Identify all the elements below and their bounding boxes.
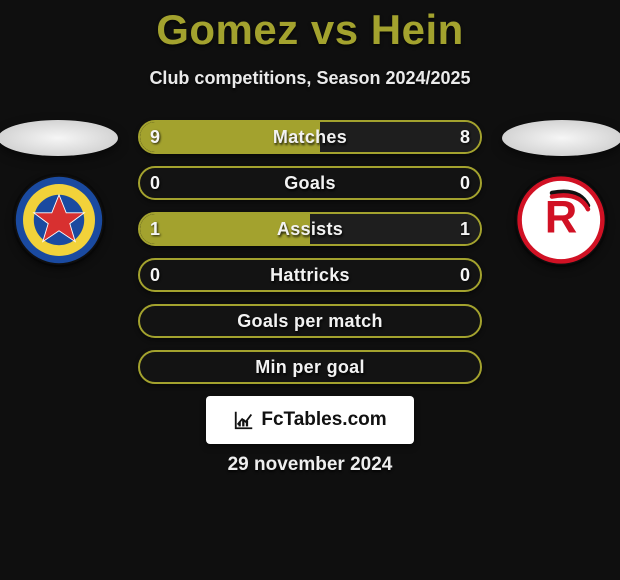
stat-label: Goals per match (140, 306, 480, 336)
stat-label: Goals (140, 168, 480, 198)
stat-row: Goals per match (138, 304, 482, 338)
brand-text: FcTables.com (261, 409, 386, 431)
stat-row: 00Goals (138, 166, 482, 200)
player-left-head-placeholder (0, 120, 118, 156)
stat-label: Min per goal (140, 352, 480, 382)
stat-label: Hattricks (140, 260, 480, 290)
svg-text:R: R (545, 192, 578, 243)
stats-container: 98Matches 00Goals 11Assists 00Hattricks Goal… (138, 120, 482, 396)
date-text: 29 november 2024 (0, 454, 620, 476)
brand-badge: FcTables.com (206, 396, 414, 444)
chart-icon (233, 409, 255, 431)
stat-label: Assists (140, 214, 480, 244)
stat-row: 11Assists (138, 212, 482, 246)
club-badge-left (14, 175, 104, 265)
club-badge-right: R (516, 175, 606, 265)
player-right-head-placeholder (502, 120, 620, 156)
page-title: Gomez vs Hein (0, 0, 620, 54)
subtitle: Club competitions, Season 2024/2025 (0, 68, 620, 89)
stat-label: Matches (140, 122, 480, 152)
stat-row: 98Matches (138, 120, 482, 154)
stat-row: Min per goal (138, 350, 482, 384)
stat-row: 00Hattricks (138, 258, 482, 292)
